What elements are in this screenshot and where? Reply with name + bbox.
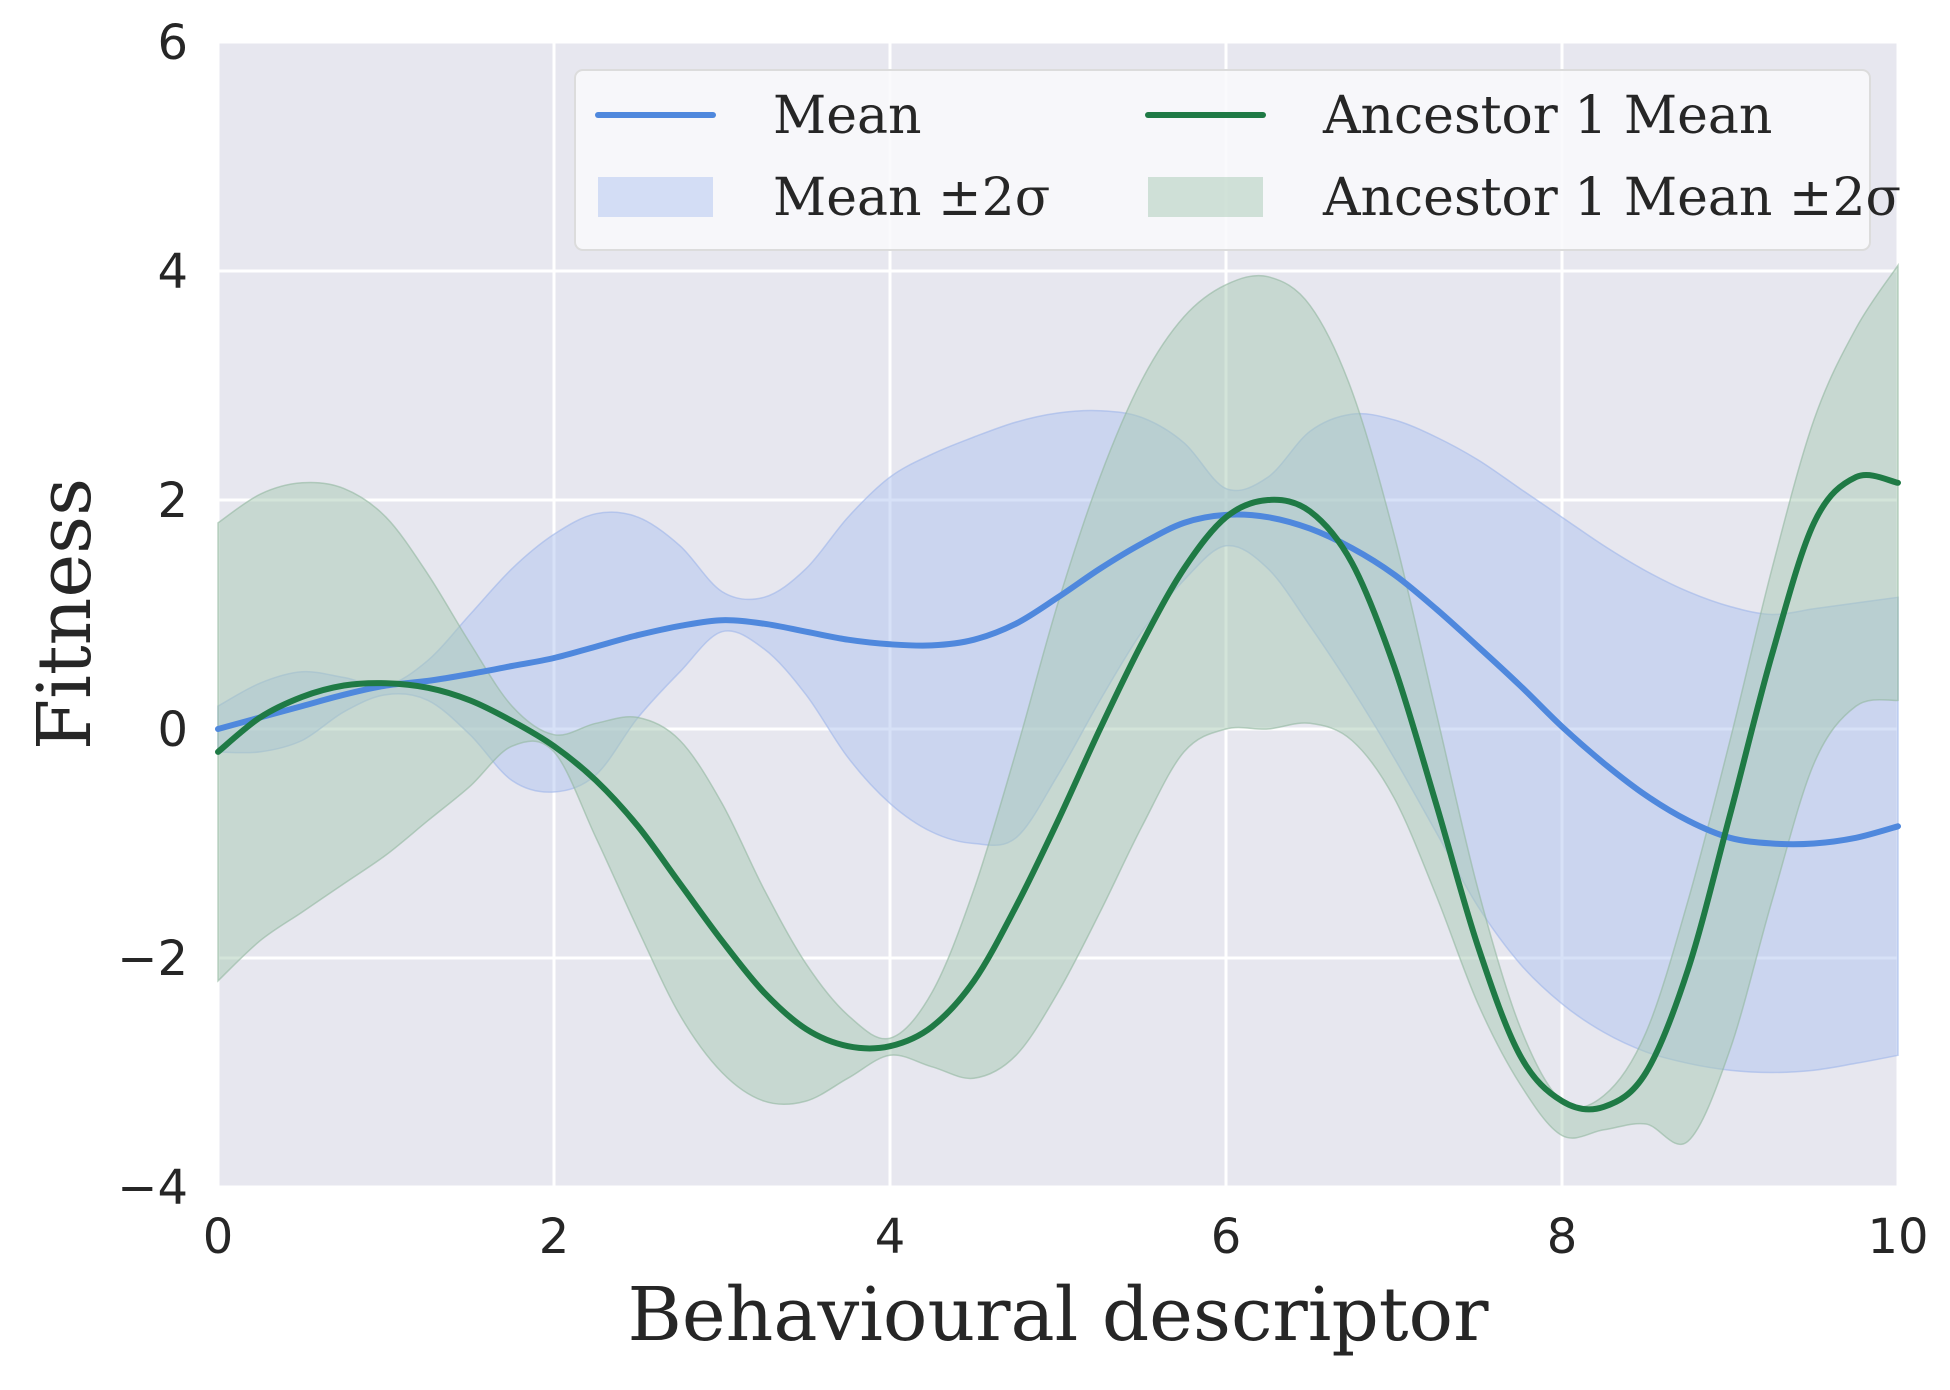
x-axis-title: Behavioural descriptor [628,1272,1490,1358]
x-tick-labels: 0 2 4 6 8 10 [203,1209,1929,1265]
confidence-bands [217,262,1899,1145]
x-tick-label: 10 [1867,1209,1928,1265]
y-tick-label: −4 [117,1160,188,1216]
y-tick-label: 6 [157,15,188,71]
legend-label-mean-2: Mean ±2σ [773,168,1050,228]
legend-label-ancestor-1-mean: Ancestor 1 Mean [1322,86,1772,146]
y-tick-labels: −4 −2 0 2 4 6 [117,15,188,1216]
x-tick-label: 8 [1547,1209,1578,1265]
x-tick-label: 6 [1211,1209,1242,1265]
y-axis-title: Fitness [22,478,108,750]
x-tick-label: 2 [539,1209,570,1265]
legend-frame [574,69,1871,251]
y-tick-label: −2 [117,931,188,987]
y-tick-label: 2 [157,473,188,529]
legend-swatch-mean-2 [598,177,713,217]
band-ancestor-1-mean [217,262,1899,1145]
legend: Mean Ancestor 1 Mean Mean ±2σ Ancestor 1 Me… [574,69,1901,251]
line-ancestor-1-mean [215,472,1901,1113]
y-tick-label: 4 [157,244,188,300]
line-mean [215,511,1901,848]
y-tick-label: 0 [157,702,188,758]
series-lines [215,472,1901,1113]
x-tick-label: 4 [875,1209,906,1265]
legend-label-mean: Mean [773,86,922,146]
legend-label-ancestor-1-mean-2: Ancestor 1 Mean ±2σ [1322,168,1901,228]
legend-swatch-ancestor-1-mean-2 [1148,177,1263,217]
x-tick-label: 0 [203,1209,234,1265]
